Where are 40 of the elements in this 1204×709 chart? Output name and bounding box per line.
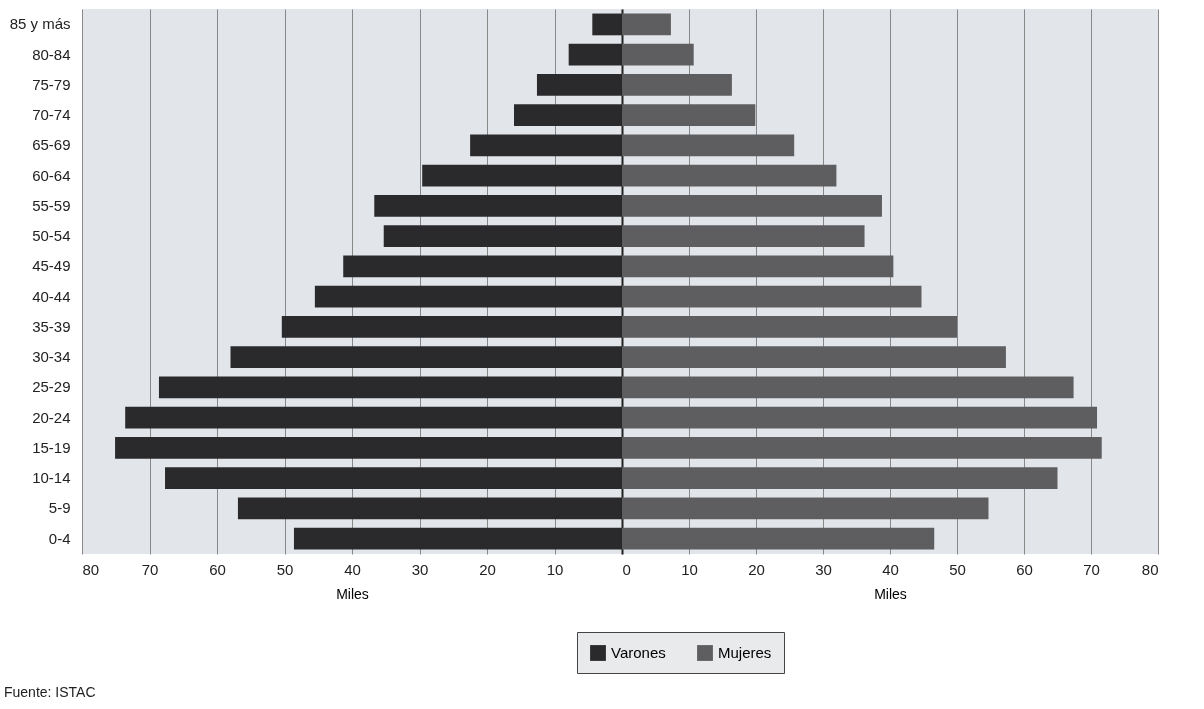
x-tick-label: 40 [882,560,899,578]
y-tick-label: 20-24 [32,408,71,426]
x-tick-label: 20 [479,560,496,578]
x-tick-label: 70 [1083,560,1100,578]
x-tick-label: 10 [681,560,698,578]
x-tick-label: 80 [1141,560,1159,578]
x-tick-label: 10 [546,560,564,578]
y-tick-label: 65-69 [32,136,71,154]
legend-label: Varones [611,644,666,661]
x-tick-label: 30 [411,560,429,578]
legend-label: Mujeres [718,644,772,661]
x-axis-title: Miles [336,585,369,602]
x-tick-label: 70 [141,560,159,578]
x-axis-title: Miles [874,585,907,602]
y-tick-label: 75-79 [32,75,71,93]
y-tick-label: 45-49 [32,257,71,275]
x-tick-label: 60 [209,560,226,578]
y-tick-label: 80-84 [32,45,71,63]
y-tick-label: 25-29 [32,378,71,396]
y-tick-label: 35-39 [32,317,71,335]
y-tick-label: 60-64 [32,166,71,184]
y-tick-label: 70-74 [32,106,71,124]
y-tick-label: 50-54 [32,227,71,245]
y-tick-label: 55-59 [32,196,71,214]
x-tick-label: 60 [1016,560,1033,578]
y-tick-label: 0-4 [48,529,71,547]
x-tick-label: 40 [344,560,361,578]
x-tick-label: 30 [815,560,832,578]
y-tick-label: 15-19 [32,438,71,456]
source-note: Fuente: ISTAC [4,684,96,700]
y-tick-label: 40-44 [32,287,71,305]
y-tick-label: 5-9 [48,499,71,517]
y-tick-label: 10-14 [32,469,71,487]
x-tick-label: 80 [82,560,100,578]
y-tick-label: 30-34 [32,348,71,366]
x-tick-label: 50 [276,560,294,578]
x-tick-label: 0 [622,560,631,578]
x-tick-label: 20 [748,560,765,578]
x-tick-label: 50 [949,560,966,578]
y-tick-label: 85 y más [9,15,71,33]
